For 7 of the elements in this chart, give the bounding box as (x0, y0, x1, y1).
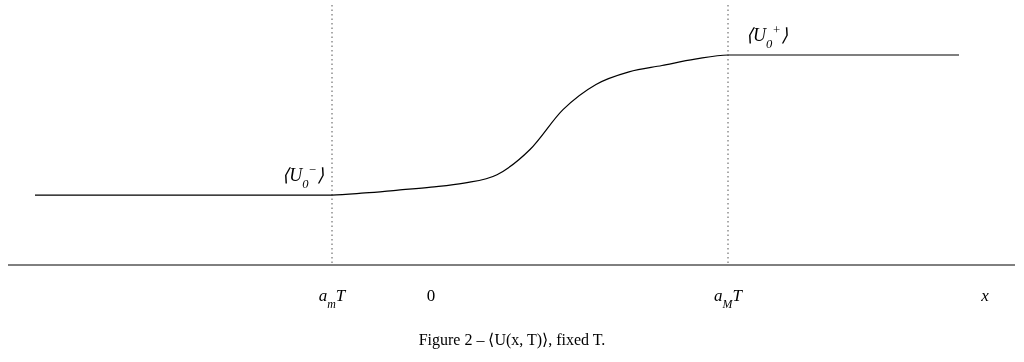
x-axis-title: x (980, 286, 990, 305)
caption: Figure 2 – ⟨U(x, T)⟩, fixed T. (418, 331, 606, 349)
annotation: ⟨U$_{0}$$^{−}$⟩ (282, 163, 324, 192)
x-tick-label: a$_{m}$T (318, 286, 347, 311)
x-tick-label: 0 (426, 286, 436, 305)
annotation: ⟨U$_{0}$$^{+}$⟩ (746, 23, 788, 51)
x-tick-label: a$_{M}$T (714, 286, 744, 311)
